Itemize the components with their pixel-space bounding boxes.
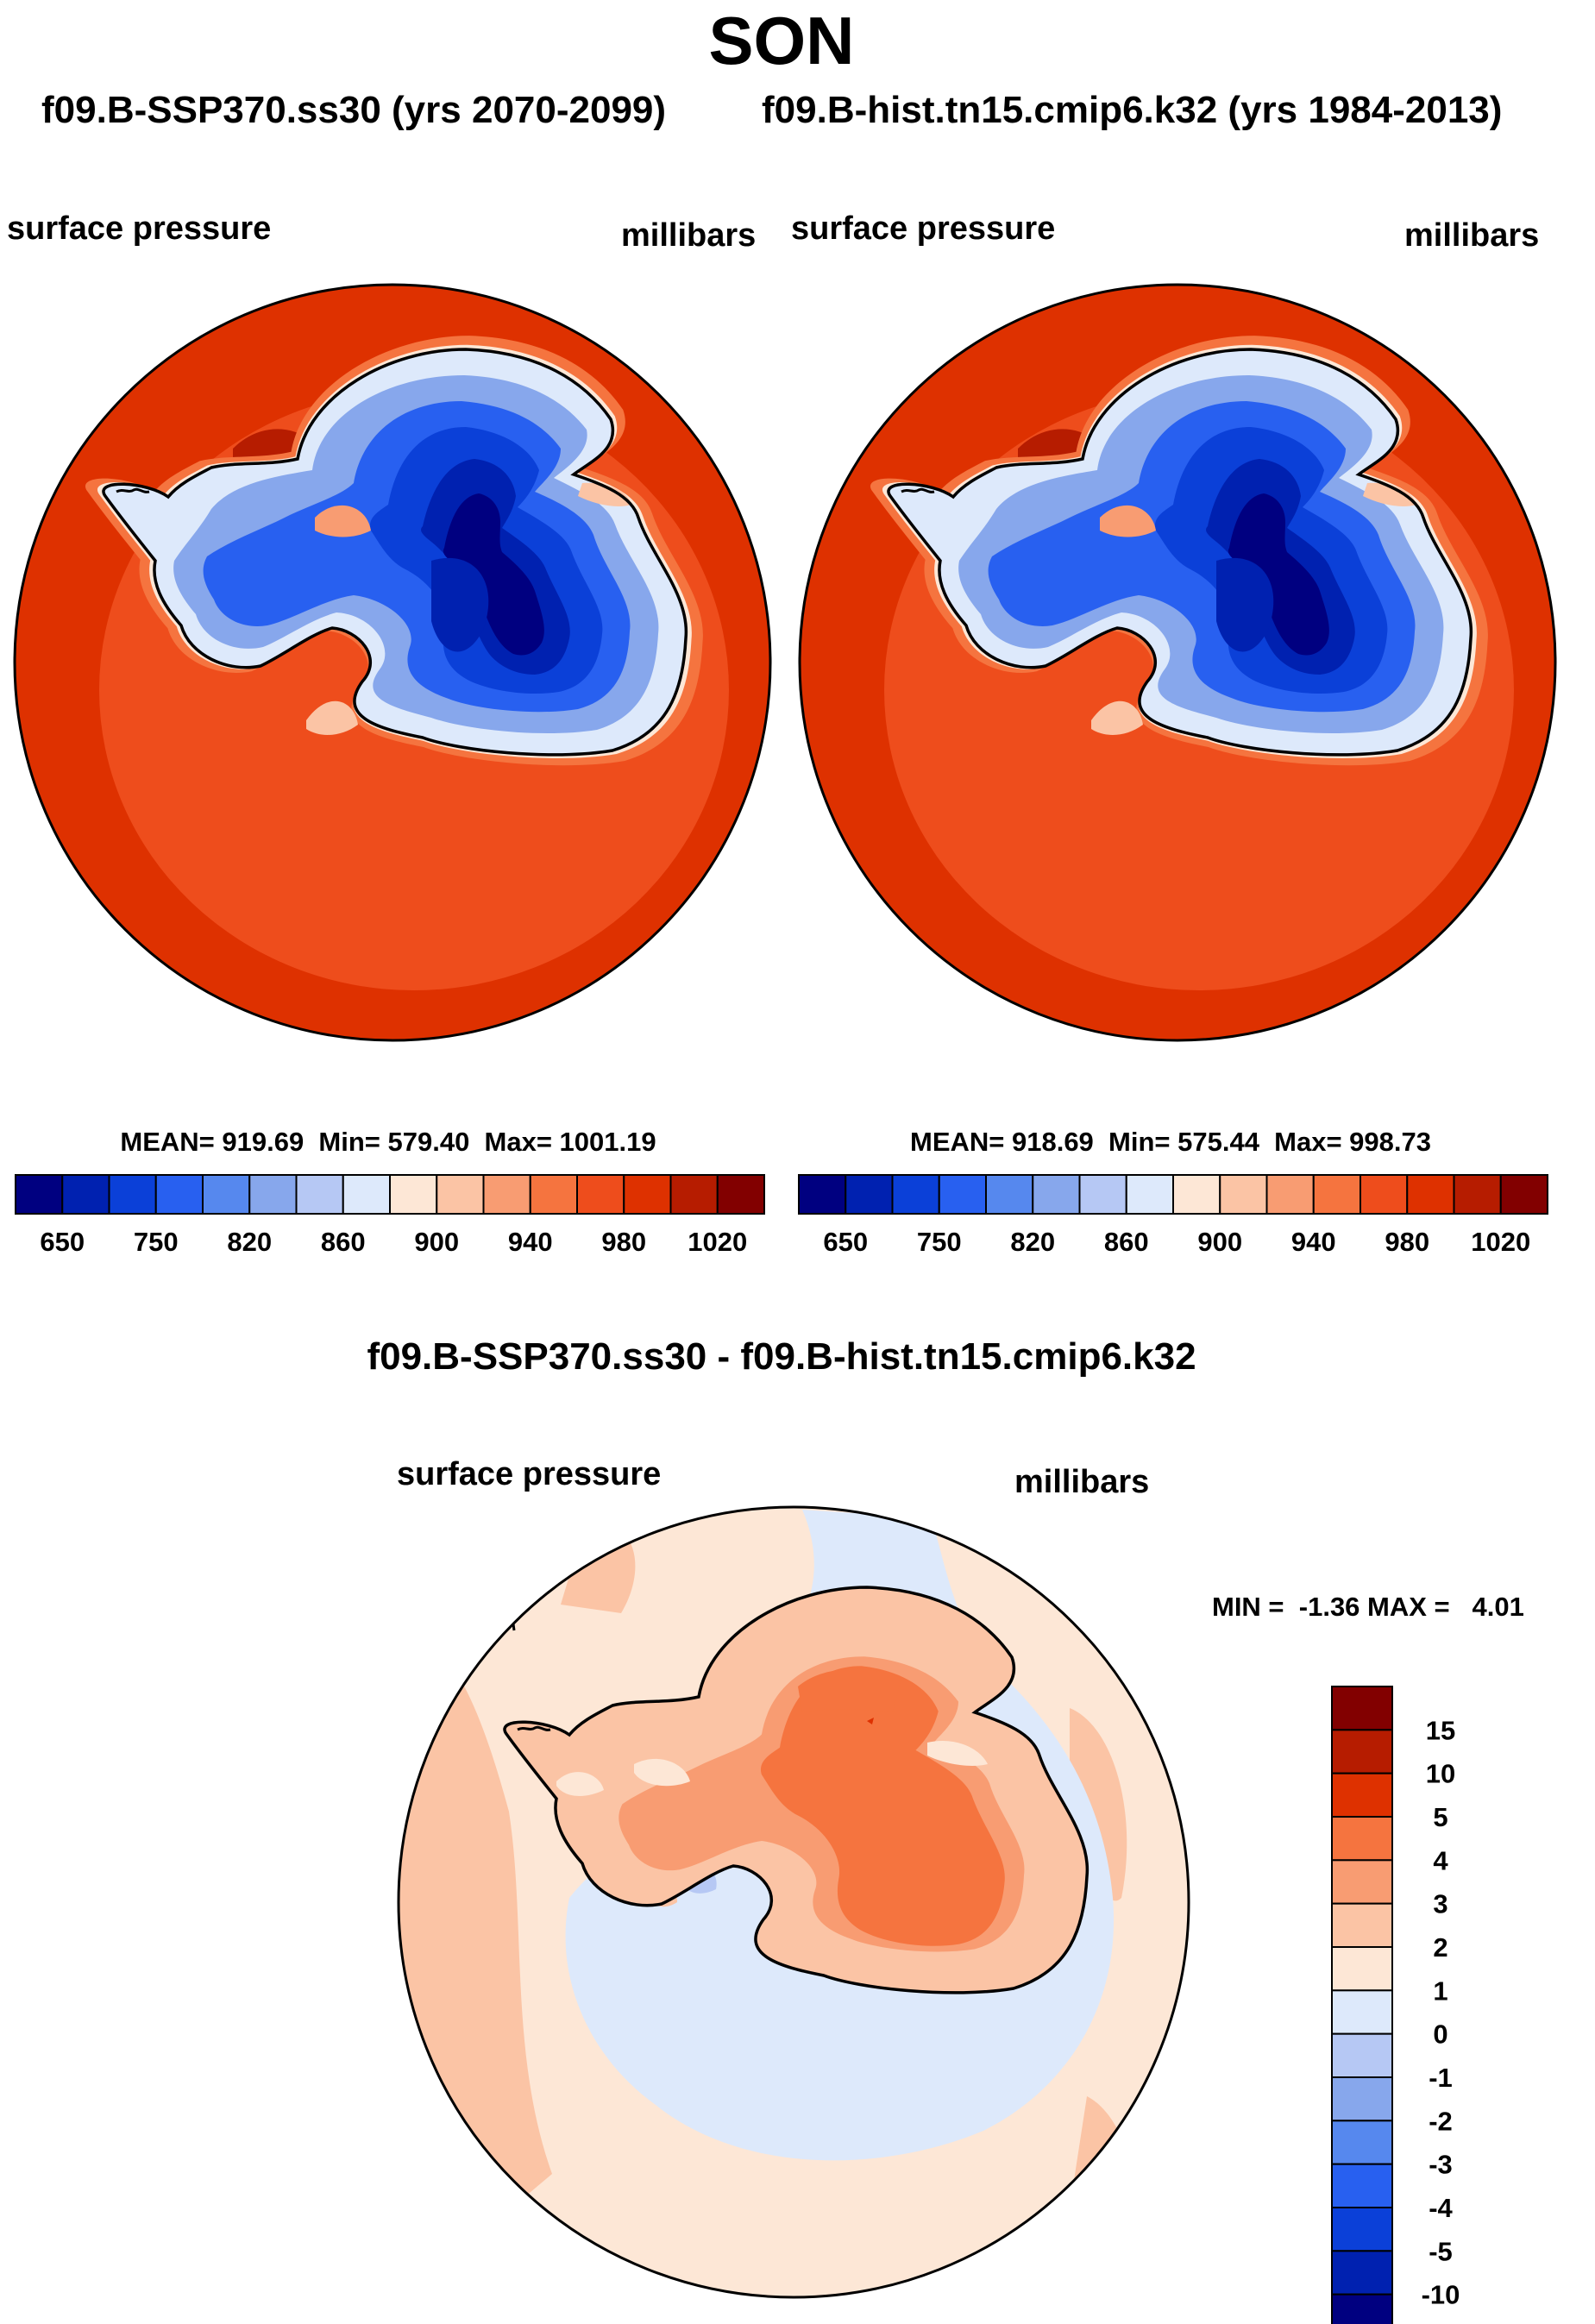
colorbar-swatch (1331, 1902, 1393, 1949)
colorbar-tick-label: -3 (1429, 2150, 1453, 2180)
colorbar-tick-label: -2 (1429, 2106, 1453, 2136)
colorbar-swatch (61, 1174, 110, 1215)
colorbar-tick-label: 2 (1433, 1932, 1447, 1963)
colorbar-swatch (576, 1174, 625, 1215)
colorbar-swatch (1406, 1174, 1455, 1215)
colorbar-tick-label: -1 (1429, 2063, 1453, 2093)
panel-right-stats: MEAN= 918.69 Min= 575.44 Max= 998.73 (909, 1127, 1432, 1157)
colorbar-tick-label: 940 (1291, 1227, 1336, 1257)
colorbar-tick-label: 820 (1010, 1227, 1055, 1257)
colorbar-tick-label: 10 (1426, 1759, 1455, 1789)
colorbar-swatch (1331, 1686, 1393, 1731)
colorbar-swatch (1265, 1174, 1315, 1215)
colorbar-swatch (1219, 1174, 1268, 1215)
subtitle-right: f09.B-hist.tn15.cmip6.k32 (yrs 1984-2013… (762, 89, 1503, 131)
colorbar-swatch (342, 1174, 391, 1215)
colorbar-swatch (798, 1174, 847, 1215)
colorbar-historical: 650 750 820 860 900 940 980 1020 (798, 1174, 1548, 1257)
colorbar-tick-label: 0 (1433, 2019, 1447, 2050)
colorbar-swatch (1331, 1859, 1393, 1905)
colorbar-swatch (529, 1174, 578, 1215)
colorbar-tick-label: 980 (1385, 1227, 1429, 1257)
colorbar-swatch (1360, 1174, 1409, 1215)
colorbar-future: 650 750 820 860 900 940 980 1020 (15, 1174, 765, 1257)
colorbar-swatch (1331, 2250, 1393, 2296)
colorbar-swatch (1331, 2076, 1393, 2122)
colorbar-swatch (1331, 2207, 1393, 2252)
colorbar-tick-label: 4 (1433, 1845, 1448, 1875)
page-title: SON (708, 3, 855, 79)
diff-minmax: MIN = -1.36 MAX = 4.01 (1212, 1592, 1524, 1622)
colorbar-swatch (1032, 1174, 1081, 1215)
colorbar-tick-label: 650 (823, 1227, 868, 1257)
colorbar-swatch (389, 1174, 438, 1215)
panel-left-units: millibars (621, 217, 757, 254)
colorbar-swatch (295, 1174, 344, 1215)
colorbar-tick-label: 1020 (688, 1227, 747, 1257)
colorbar-tick-label: 650 (40, 1227, 85, 1257)
colorbar-swatch (15, 1174, 64, 1215)
colorbar-swatch (1331, 1946, 1393, 1992)
panel-left-stats: MEAN= 919.69 Min= 579.40 Max= 1001.19 (120, 1127, 656, 1157)
colorbar-swatch (1172, 1174, 1221, 1215)
colorbar-tick-label: -5 (1429, 2236, 1453, 2266)
colorbar-swatch (108, 1174, 157, 1215)
colorbar-swatch (154, 1174, 204, 1215)
colorbar-swatch (845, 1174, 894, 1215)
diff-units: millibars (1014, 1464, 1150, 1500)
colorbar-swatch (716, 1174, 765, 1215)
colorbar-swatch (891, 1174, 940, 1215)
colorbar-swatch (1078, 1174, 1127, 1215)
colorbar-swatch (1331, 1989, 1393, 2035)
colorbar-swatch (436, 1174, 485, 1215)
diff-variable: surface pressure (397, 1456, 662, 1492)
colorbar-swatch (938, 1174, 987, 1215)
panel-right-units: millibars (1404, 217, 1540, 254)
colorbar-swatch (1331, 1729, 1393, 1774)
colorbar-swatch (202, 1174, 251, 1215)
colorbar-swatch (669, 1174, 719, 1215)
colorbar-tick-label: 750 (917, 1227, 962, 1257)
colorbar-swatch (1499, 1174, 1548, 1215)
colorbar-swatch (1453, 1174, 1502, 1215)
colorbar-swatch (1331, 2032, 1393, 2079)
map-panel-future (13, 283, 772, 1042)
colorbar-tick-label: 1 (1433, 1975, 1447, 2006)
map-panel-historical (798, 283, 1557, 1042)
panel-right-variable: surface pressure (791, 210, 1056, 247)
colorbar-swatch (623, 1174, 672, 1215)
colorbar-swatch (1312, 1174, 1361, 1215)
colorbar-swatch (1331, 1816, 1393, 1862)
colorbar-tick-label: -10 (1422, 2280, 1460, 2310)
colorbar-tick-label: 900 (414, 1227, 459, 1257)
colorbar-tick-label: 5 (1433, 1802, 1447, 1832)
subtitle-left: f09.B-SSP370.ss30 (yrs 2070-2099) (41, 89, 667, 131)
colorbar-swatch (985, 1174, 1034, 1215)
colorbar-swatch (248, 1174, 298, 1215)
colorbar-swatch (1331, 1772, 1393, 1818)
colorbar-swatch (1331, 2120, 1393, 2165)
colorbar-tick-label: 860 (321, 1227, 366, 1257)
colorbar-tick-label: 1020 (1471, 1227, 1530, 1257)
colorbar-tick-label: 750 (134, 1227, 179, 1257)
colorbar-swatch (1331, 2163, 1393, 2209)
colorbar-swatch (1331, 2293, 1393, 2324)
colorbar-tick-label: 15 (1426, 1715, 1455, 1745)
panel-left-variable: surface pressure (7, 210, 272, 247)
colorbar-tick-label: -4 (1429, 2193, 1453, 2223)
diff-title: f09.B-SSP370.ss30 - f09.B-hist.tn15.cmip… (367, 1335, 1196, 1378)
colorbar-tick-label: 3 (1433, 1889, 1447, 1919)
colorbar-tick-label: 980 (601, 1227, 646, 1257)
colorbar-tick-label: 900 (1197, 1227, 1242, 1257)
colorbar-tick-label: 940 (508, 1227, 553, 1257)
colorbar-swatch (1125, 1174, 1174, 1215)
map-panel-difference (397, 1505, 1190, 2299)
colorbar-swatch (482, 1174, 531, 1215)
colorbar-tick-label: 860 (1104, 1227, 1149, 1257)
colorbar-tick-label: 820 (227, 1227, 272, 1257)
